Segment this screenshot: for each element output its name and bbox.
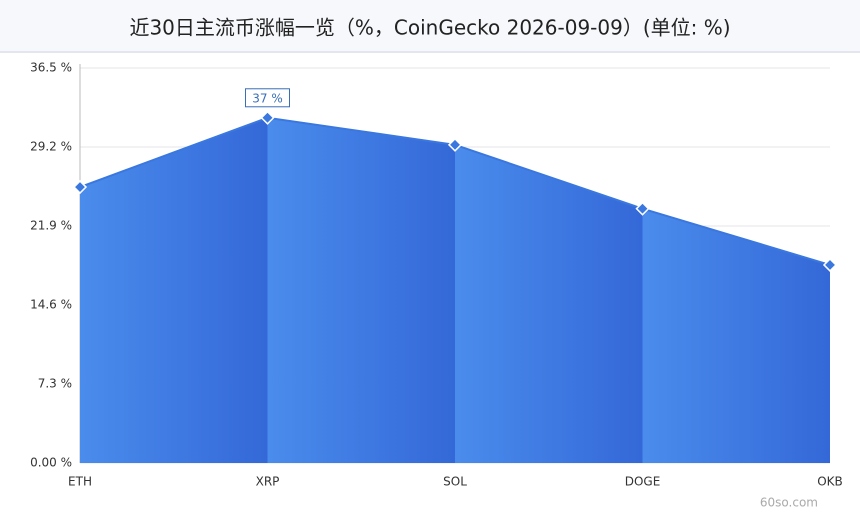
annotation: 37 % — [252, 91, 283, 105]
x-tick-label: DOGE — [625, 475, 661, 489]
title-bar — [0, 0, 860, 52]
point — [447, 137, 463, 152]
x-tick-label: OKB — [817, 475, 843, 489]
area-segment — [642, 208, 830, 463]
y-tick-label: 0.00 % — [30, 456, 72, 470]
y-tick-label: 21.9 % — [30, 219, 72, 233]
y-tick-label: 36.5 % — [30, 61, 72, 75]
x-tick-label: XRP — [256, 475, 280, 489]
area-segment — [455, 144, 643, 463]
area-segment — [267, 117, 455, 463]
y-tick-label: 14.6 % — [30, 298, 72, 312]
chart-title: 近30日主流币涨幅一览（%，CoinGecko 2026-09-09）(单位: … — [129, 16, 730, 40]
watermark: 60so.com — [760, 496, 818, 510]
point — [822, 257, 838, 273]
y-tick-label: 7.3 % — [38, 377, 72, 391]
point — [635, 201, 650, 216]
x-tick-label: ETH — [68, 475, 92, 489]
y-tick-label: 29.2 % — [30, 140, 72, 154]
x-tick-label: SOL — [443, 475, 467, 489]
area-segment — [80, 117, 268, 463]
annotation-box — [245, 88, 290, 108]
point — [72, 179, 88, 195]
point — [260, 110, 275, 125]
